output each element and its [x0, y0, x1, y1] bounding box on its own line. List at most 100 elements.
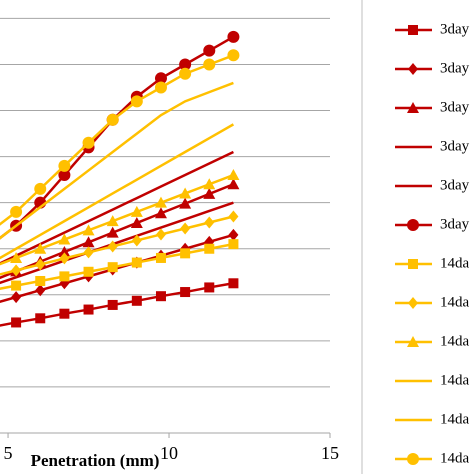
marker-square [131, 295, 142, 306]
marker-triangle [203, 178, 216, 190]
marker-square [180, 248, 191, 259]
legend-item: 3day [395, 138, 470, 154]
marker-diamond [35, 284, 46, 297]
legend-label: 14da [440, 255, 470, 271]
marker-square [204, 282, 215, 293]
marker-square [180, 287, 191, 298]
marker-circle [154, 81, 167, 94]
marker-diamond [83, 246, 94, 259]
marker-circle [34, 182, 47, 195]
marker-circle [203, 58, 216, 71]
legend-item: 3day [395, 60, 470, 76]
x-tick-label: 15 [321, 443, 339, 463]
marker-triangle [106, 226, 119, 238]
marker-diamond [155, 228, 166, 241]
marker-diamond [131, 234, 142, 247]
legend-label: 14da [440, 450, 470, 466]
marker-circle [407, 219, 419, 231]
legend-label: 3day [440, 99, 470, 115]
legend-item: 14da [395, 255, 470, 271]
marker-diamond [35, 258, 46, 271]
marker-square [59, 271, 70, 282]
marker-circle [58, 169, 71, 182]
marker-square [35, 313, 46, 324]
marker-square [83, 266, 94, 277]
marker-circle [10, 205, 23, 218]
legend-item: 3day [395, 21, 470, 37]
marker-triangle [179, 197, 192, 209]
marker-diamond [180, 222, 191, 235]
marker-circle [58, 159, 71, 172]
series-line [0, 81, 234, 240]
legend-label: 3day [440, 216, 470, 232]
marker-triangle [227, 169, 240, 181]
marker-triangle [82, 224, 95, 236]
marker-square [228, 278, 239, 289]
legend-label: 3day [440, 138, 470, 154]
marker-square [204, 243, 215, 254]
marker-triangle [407, 102, 419, 113]
marker-triangle [154, 196, 167, 208]
marker-diamond [204, 216, 215, 229]
legend-item: 14da [395, 294, 470, 310]
marker-triangle [130, 216, 143, 228]
legend-item: 14da [395, 411, 470, 427]
x-tick-label: 5 [4, 443, 13, 463]
marker-diamond [107, 240, 118, 253]
marker-triangle [179, 187, 192, 199]
marker-triangle [227, 178, 240, 190]
marker-square [35, 275, 46, 286]
marker-triangle [130, 205, 143, 217]
marker-triangle [203, 187, 216, 199]
x-axis-label: Penetration (mm) [31, 451, 160, 470]
marker-square [11, 280, 22, 291]
marker-triangle [58, 245, 71, 257]
marker-circle [179, 67, 192, 80]
marker-triangle [154, 207, 167, 219]
legend-item: 3day [395, 216, 470, 232]
legend-label: 3day [440, 60, 470, 76]
legend-item: 14da [395, 372, 470, 388]
series-line [0, 123, 235, 260]
marker-circle [227, 30, 240, 43]
legend-item: 14da [395, 333, 470, 349]
marker-square [155, 252, 166, 263]
marker-square [59, 308, 70, 319]
marker-square [228, 239, 239, 250]
legend-item: 3day [395, 177, 470, 193]
marker-triangle [407, 336, 419, 347]
plot-area [0, 30, 240, 328]
marker-triangle [34, 242, 47, 254]
marker-circle [154, 72, 167, 85]
marker-square [155, 291, 166, 302]
marker-circle [203, 44, 216, 57]
marker-square [408, 25, 418, 35]
marker-triangle [106, 215, 119, 227]
marker-square [107, 262, 118, 273]
marker-square [408, 259, 418, 269]
marker-diamond [11, 291, 22, 304]
marker-square [107, 299, 118, 310]
x-tick-label: 10 [160, 443, 178, 463]
marker-diamond [408, 297, 418, 309]
marker-circle [179, 58, 192, 71]
marker-square [83, 304, 94, 315]
marker-triangle [82, 236, 95, 248]
marker-diamond [228, 210, 239, 223]
legend-label: 14da [440, 333, 470, 349]
marker-triangle [10, 251, 23, 263]
marker-circle [227, 49, 240, 62]
marker-diamond [11, 264, 22, 277]
marker-circle [106, 113, 119, 126]
legend-label: 3day [440, 21, 470, 37]
legend-label: 14da [440, 372, 470, 388]
marker-square [131, 257, 142, 268]
legend-label: 14da [440, 411, 470, 427]
legend-item: 3day [395, 99, 470, 115]
marker-diamond [408, 63, 418, 75]
legend-label: 14da [440, 294, 470, 310]
marker-circle [407, 453, 419, 465]
marker-diamond [59, 252, 70, 265]
series-line [0, 150, 234, 265]
